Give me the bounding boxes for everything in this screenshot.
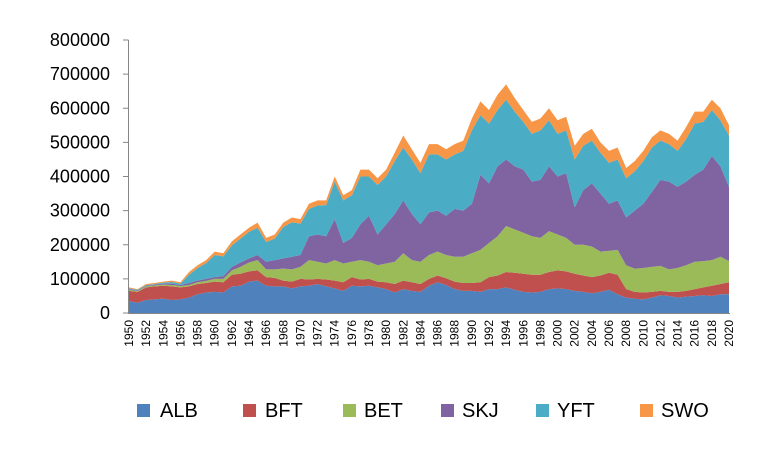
legend-swatch-alb bbox=[137, 404, 150, 417]
legend-label-bet: BET bbox=[364, 400, 403, 422]
x-tick-label: 2018 bbox=[705, 320, 719, 347]
legend-item-yft: YFT bbox=[536, 400, 595, 422]
x-tick-label: 1958 bbox=[191, 320, 205, 347]
y-tick-label: 600000 bbox=[50, 98, 110, 118]
x-tick-label: 1990 bbox=[465, 320, 479, 347]
legend-label-swo: SWO bbox=[661, 400, 709, 422]
x-tick-label: 1964 bbox=[242, 320, 256, 347]
x-tick-label: 1974 bbox=[328, 320, 342, 347]
x-tick-label: 2006 bbox=[602, 320, 616, 347]
x-tick-label: 2004 bbox=[585, 320, 599, 347]
x-tick-label: 1952 bbox=[139, 320, 153, 347]
plot-area bbox=[129, 84, 729, 313]
area-skj bbox=[129, 156, 729, 292]
legend-item-alb: ALB bbox=[137, 400, 198, 422]
x-tick-label: 1950 bbox=[122, 320, 136, 347]
x-tick-label: 1976 bbox=[345, 320, 359, 347]
x-tick-label: 2010 bbox=[636, 320, 650, 347]
legend-label-bft: BFT bbox=[265, 400, 303, 422]
x-tick-label: 1982 bbox=[396, 320, 410, 347]
y-tick-label: 100000 bbox=[50, 269, 110, 289]
legend-swatch-bet bbox=[343, 404, 356, 417]
legend-item-skj: SKJ bbox=[441, 400, 499, 422]
x-tick-label: 2008 bbox=[619, 320, 633, 347]
legend-item-bet: BET bbox=[343, 400, 403, 422]
legend-item-swo: SWO bbox=[640, 400, 709, 422]
y-tick-label: 0 bbox=[100, 303, 110, 323]
legend-label-skj: SKJ bbox=[462, 400, 499, 422]
x-tick-label: 1984 bbox=[413, 320, 427, 347]
x-tick-label: 2012 bbox=[653, 320, 667, 347]
x-tick-label: 1970 bbox=[293, 320, 307, 347]
x-tick-label: 1956 bbox=[173, 320, 187, 347]
x-tick-label: 2000 bbox=[551, 320, 565, 347]
x-tick-label: 1960 bbox=[208, 320, 222, 347]
area-alb bbox=[129, 280, 729, 313]
x-tick-label: 1992 bbox=[482, 320, 496, 347]
x-tick-label: 1972 bbox=[311, 320, 325, 347]
y-tick-label: 800000 bbox=[50, 30, 110, 50]
x-tick-label: 2014 bbox=[671, 320, 685, 347]
x-tick-label: 1980 bbox=[379, 320, 393, 347]
area-yft bbox=[129, 99, 729, 291]
legend-swatch-skj bbox=[441, 404, 454, 417]
x-tick-label: 2016 bbox=[688, 320, 702, 347]
x-tick-label: 2002 bbox=[568, 320, 582, 347]
legend: ALB BFT BET SKJ YFT SWO bbox=[137, 400, 709, 422]
area-bft bbox=[129, 270, 729, 303]
x-tick-label: 1966 bbox=[259, 320, 273, 347]
area-bet bbox=[129, 225, 729, 293]
x-tick-label: 1994 bbox=[499, 320, 513, 347]
y-tick-label: 200000 bbox=[50, 235, 110, 255]
legend-swatch-yft bbox=[536, 404, 549, 417]
legend-swatch-bft bbox=[243, 404, 256, 417]
y-tick-label: 500000 bbox=[50, 132, 110, 152]
x-tick-label: 1954 bbox=[156, 320, 170, 347]
y-tick-label: 300000 bbox=[50, 201, 110, 221]
x-tick-label: 2020 bbox=[722, 320, 736, 347]
legend-swatch-swo bbox=[640, 404, 653, 417]
legend-item-bft: BFT bbox=[243, 400, 303, 422]
y-tick-label: 400000 bbox=[50, 167, 110, 187]
y-tick-label: 700000 bbox=[50, 64, 110, 84]
x-axis: 1950 1952 1954 1956 1958 1960 1962 1964 1966 1968… bbox=[122, 313, 736, 347]
x-tick-label: 1988 bbox=[448, 320, 462, 347]
y-axis: 0 100000 200000 300000 400000 500000 600000 700… bbox=[50, 30, 129, 323]
x-tick-label: 1962 bbox=[225, 320, 239, 347]
x-tick-label: 1998 bbox=[533, 320, 547, 347]
x-tick-label: 1986 bbox=[431, 320, 445, 347]
x-tick-label: 1968 bbox=[276, 320, 290, 347]
x-tick-label: 1978 bbox=[362, 320, 376, 347]
legend-label-alb: ALB bbox=[160, 400, 198, 422]
legend-label-yft: YFT bbox=[557, 400, 595, 422]
x-tick-label: 1996 bbox=[516, 320, 530, 347]
